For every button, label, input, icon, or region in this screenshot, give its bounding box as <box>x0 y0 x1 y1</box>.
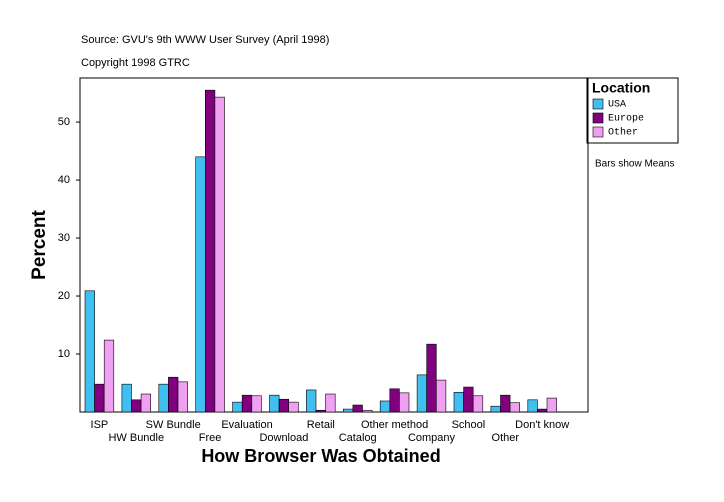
bar <box>500 394 511 413</box>
bar <box>251 395 262 413</box>
bar <box>168 376 179 413</box>
bar <box>205 89 216 413</box>
bar <box>214 96 225 413</box>
y-axis-label: Percent <box>29 209 50 279</box>
y-tick-label: 50 <box>58 116 70 128</box>
legend-swatch <box>592 126 604 138</box>
bar <box>453 391 464 413</box>
bar <box>131 399 142 413</box>
x-tick-label: Free <box>199 432 222 444</box>
bar <box>306 389 317 413</box>
bar <box>546 397 557 413</box>
bar <box>509 402 521 413</box>
x-tick-label: SW Bundle <box>146 419 201 431</box>
x-tick-label: Retail <box>307 419 335 431</box>
bar <box>537 408 548 413</box>
bar <box>342 408 354 413</box>
y-tick-label: 30 <box>58 232 70 244</box>
bar <box>158 383 169 413</box>
bar <box>288 401 299 413</box>
bar <box>241 394 253 413</box>
bar <box>84 290 95 413</box>
y-tick-label: 40 <box>58 174 70 186</box>
x-tick-label: Catalog <box>339 432 377 444</box>
bar <box>426 343 437 413</box>
bar <box>527 399 538 413</box>
bar <box>435 379 447 413</box>
x-tick-label: Other method <box>361 419 428 431</box>
legend-box <box>586 77 679 144</box>
bar <box>389 388 400 413</box>
bar <box>103 339 115 413</box>
legend-label: Europe <box>608 114 644 125</box>
legend-title: Location <box>592 80 650 96</box>
x-tick-label: HW Bundle <box>108 432 164 444</box>
chart-title: Source: GVU's 9th WWW User Survey (April… <box>81 34 329 46</box>
legend-swatch <box>592 112 604 124</box>
x-axis-label: How Browser Was Obtained <box>201 446 440 466</box>
legend-label: Other <box>608 127 638 139</box>
x-tick-label: Other <box>492 432 520 444</box>
y-tick-label: 10 <box>58 348 70 360</box>
x-tick-label: School <box>452 419 486 431</box>
legend-label: USA <box>608 100 626 111</box>
bar <box>352 404 363 413</box>
chart-subtitle: Copyright 1998 GTRC <box>81 57 190 69</box>
x-tick-label: Company <box>408 432 456 444</box>
bar <box>416 374 428 413</box>
bar <box>325 393 336 413</box>
bar <box>490 405 501 413</box>
bar <box>379 400 391 413</box>
bar <box>232 401 243 413</box>
x-tick-label: ISP <box>91 419 109 431</box>
bar <box>195 156 206 413</box>
bar <box>399 392 410 413</box>
annotation: Bars show Means <box>595 159 674 170</box>
bar <box>362 409 373 413</box>
bar <box>121 383 132 413</box>
bar <box>94 383 105 413</box>
bar <box>278 398 290 413</box>
legend-swatch <box>592 98 604 110</box>
bar <box>140 393 152 413</box>
bar <box>315 409 326 413</box>
bar <box>269 394 280 413</box>
x-tick-label: Evaluation <box>221 419 272 431</box>
x-tick-label: Don't know <box>515 419 569 431</box>
bar <box>463 386 474 413</box>
bar <box>177 381 188 413</box>
bar <box>472 395 484 413</box>
x-tick-label: Download <box>259 432 308 444</box>
y-tick-label: 20 <box>58 290 70 302</box>
